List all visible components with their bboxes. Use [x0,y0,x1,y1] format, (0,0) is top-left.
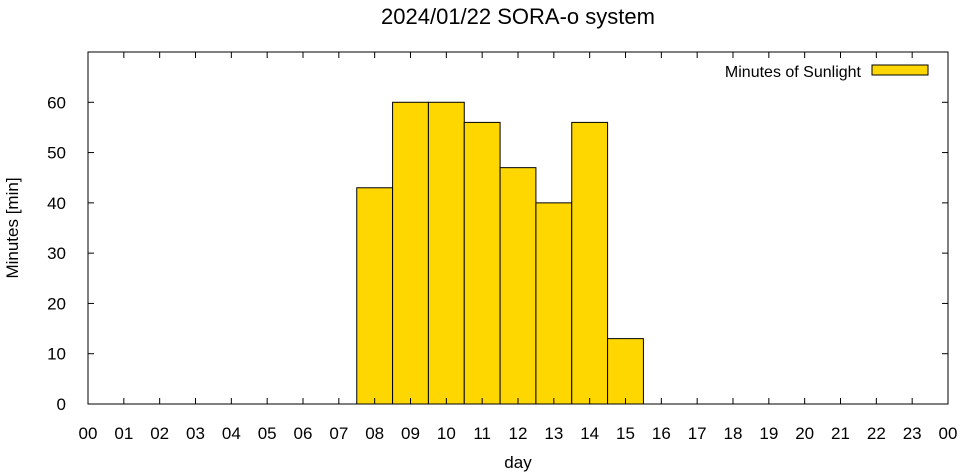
y-tick-label: 60 [47,93,66,112]
x-tick-label: 17 [688,424,707,443]
y-tick-label: 50 [47,144,66,163]
x-tick-label: 02 [150,424,169,443]
plot-frame [87,51,949,405]
bar-08 [356,187,394,405]
x-tick-label: 13 [544,424,563,443]
x-tick-label: 14 [580,424,599,443]
x-tick-label: 05 [258,424,277,443]
x-tick-label: 11 [473,424,491,443]
x-tick-label: 01 [114,424,133,443]
legend: Minutes of Sunlight [725,64,929,81]
y-tick-label: 40 [47,194,66,213]
x-tick-label: 19 [759,424,778,443]
x-tick-label: 23 [903,424,922,443]
x-tick-label: 04 [222,424,241,443]
x-tick-label: 18 [724,424,743,443]
x-tick-label: 10 [437,424,456,443]
x-tick-label: 20 [795,424,814,443]
chart-title: 2024/01/22 SORA-o system [381,4,655,29]
bar-12 [499,167,537,405]
y-tick-label: 20 [47,294,66,313]
x-tick-label: 22 [867,424,886,443]
x-axis-label: day [504,453,532,472]
x-tick-label: 00 [939,424,958,443]
bar-11 [463,121,501,405]
legend-swatch [871,64,929,76]
bar-15 [607,338,644,405]
y-axis-label: Minutes [min] [3,177,22,278]
x-tick-label: 08 [365,424,384,443]
x-tick-label: 09 [401,424,420,443]
x-tick-label: 00 [79,424,98,443]
bar-09 [392,101,429,405]
x-tick-label: 21 [831,424,850,443]
y-tick-label: 0 [57,395,66,414]
x-tick-label: 03 [186,424,205,443]
y-tick-label: 30 [47,244,66,263]
x-tick-label: 07 [329,424,348,443]
bar-10 [427,101,465,405]
x-tick-label: 06 [294,424,313,443]
x-tick-label: 16 [652,424,671,443]
x-tick-label: 12 [509,424,528,443]
legend-label: Minutes of Sunlight [725,64,862,81]
y-tick-label: 10 [47,345,66,364]
x-tick-label: 15 [616,424,635,443]
bar-14 [571,121,609,405]
bar-13 [535,202,573,405]
